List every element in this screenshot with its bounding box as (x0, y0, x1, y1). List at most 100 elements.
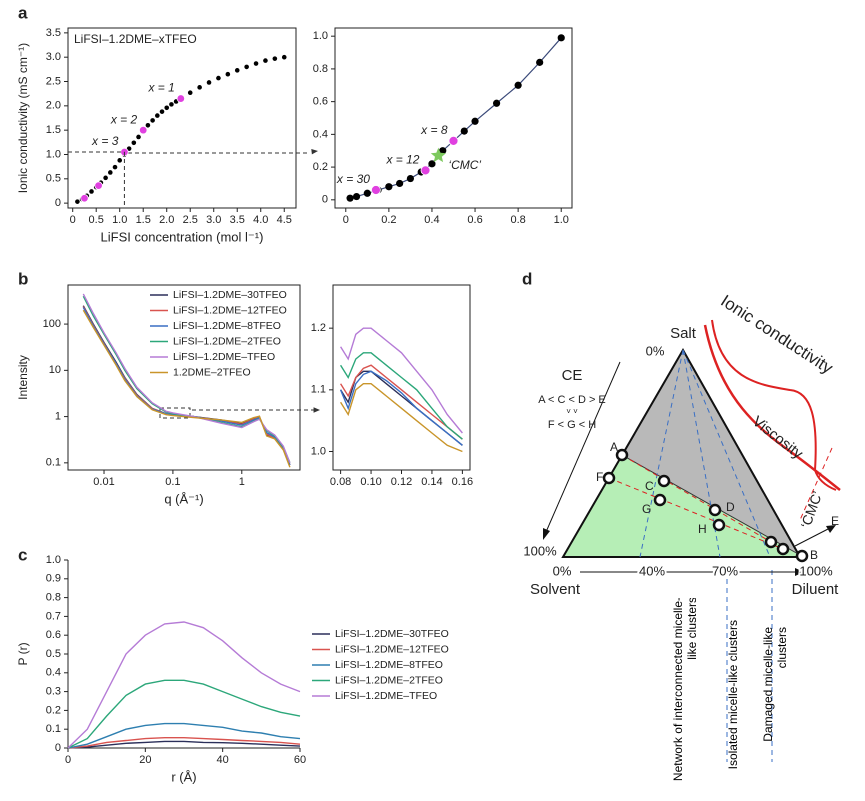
point (234, 68, 240, 73)
frame (67, 27, 297, 209)
y-tick-label: 1.5 (46, 124, 61, 136)
x-tick-label: 0.6 (467, 214, 482, 226)
line (67, 679, 301, 749)
x-tick-label: 0.12 (391, 476, 412, 488)
point-label: C (645, 479, 654, 493)
diluent-label: Diluent (792, 581, 840, 598)
x-tick-label: 0.2 (381, 214, 396, 226)
y-tick-label: 3.0 (46, 51, 61, 63)
region-label: Isolated micelle-like clusters (726, 620, 740, 770)
legend-label: 1.2DME–2TFEO (173, 366, 251, 378)
arrow (794, 527, 831, 547)
point (139, 125, 148, 135)
y-tick-label: 0.1 (46, 723, 61, 735)
solvent-label: Solvent (530, 581, 581, 598)
y-tick-label: 2.0 (46, 100, 61, 112)
legend-label: LiFSI–1.2DME–12TFEO (173, 304, 287, 316)
point (80, 194, 89, 203)
x-tick-label: 0.5 (89, 214, 104, 226)
x-tick-label: 0.08 (330, 476, 351, 488)
viscosity-curve (703, 324, 841, 491)
y-tick-label: 0 (55, 742, 61, 754)
point (197, 85, 202, 90)
x-tick-label: 1.5 (136, 214, 151, 226)
legend-label: LiFSI–1.2DME–2TFEO (173, 335, 281, 347)
cmc-label: ‘CMC’ (797, 489, 825, 530)
x-tick-label: 1 (239, 476, 245, 488)
ce-marks: ˅ ˅ (566, 407, 578, 416)
arrowhead (311, 149, 318, 155)
point (145, 122, 151, 128)
y-tick-label: 1.0 (313, 30, 328, 42)
line (67, 737, 301, 749)
point (536, 58, 544, 66)
y-tick-label: 0.5 (46, 648, 61, 660)
y-tick-label: 0.5 (46, 173, 61, 185)
point-label: x = 30 (336, 172, 370, 186)
x-tick-label: 0.01 (93, 476, 114, 488)
y-axis-label: P (r) (16, 642, 30, 665)
chart: 0 0.5 1.0 1.5 2.0 2.5 3.0 3.5 4.0 4.5 0 0.5 1.0 1.5 2.… (16, 27, 297, 244)
point (471, 117, 479, 125)
point (108, 170, 113, 175)
point (136, 134, 141, 140)
y-tick-label: 1.2 (311, 322, 326, 334)
y-tick-label: 0 (322, 194, 328, 206)
point (346, 194, 354, 202)
point (126, 146, 132, 151)
y-tick-label: 1.1 (311, 384, 326, 396)
legend-label: LiFSI–1.2DME–2TFEO (335, 674, 443, 686)
point (272, 56, 278, 61)
arrow (545, 361, 621, 533)
point-label: x = 12 (385, 153, 419, 167)
y-tick-label: 2.5 (46, 75, 61, 87)
point (159, 109, 165, 114)
point (164, 105, 170, 111)
point (406, 174, 415, 183)
point (514, 81, 522, 89)
point (75, 199, 80, 204)
x-tick-label: 3.5 (230, 214, 245, 226)
x-tick-label: 2.0 (159, 214, 174, 226)
axis-label: 40% (639, 563, 665, 578)
x-tick-label: 4.5 (277, 214, 292, 226)
axis-label: 100% (799, 563, 833, 578)
point (352, 192, 361, 201)
panel-label: c (18, 545, 27, 564)
axis-label: 70% (712, 563, 738, 578)
point-label: x = 8 (420, 123, 448, 137)
point (244, 64, 249, 70)
point-label: A (610, 440, 618, 454)
salt-label: Salt (670, 325, 697, 342)
point (253, 61, 259, 66)
arrowhead (313, 407, 320, 413)
x-tick-label: 0.14 (421, 476, 442, 488)
y-tick-label: 1.0 (46, 148, 61, 160)
point (396, 179, 404, 188)
line (67, 722, 301, 749)
axis-label: 0% (553, 563, 572, 578)
legend-label: LiFSI–1.2DME–12TFEO (335, 643, 449, 655)
legend-label: LiFSI–1.2DME–30TFEO (335, 628, 449, 640)
x-tick-label: 0.10 (360, 476, 381, 488)
legend-label: LiFSI–1.2DME–TFEO (173, 351, 275, 363)
x-tick-label: 0 (70, 214, 76, 226)
legend-label: LiFSI–1.2DME–8TFEO (173, 320, 281, 332)
x-axis-label: LiFSI concentration (mol l⁻¹) (101, 229, 264, 244)
frame (334, 27, 573, 209)
points (602, 448, 809, 563)
point (103, 175, 108, 181)
panel-label: a (18, 3, 28, 22)
y-tick-label: 0.7 (46, 610, 61, 622)
point (385, 183, 393, 191)
x-tick-label: 1.0 (112, 214, 127, 226)
point (155, 113, 160, 118)
curve-label: Ionic conductivity (717, 291, 836, 378)
point (363, 189, 371, 197)
diluted-region (563, 455, 800, 557)
y-tick-label: 0.8 (46, 592, 61, 604)
point (169, 102, 174, 107)
point (557, 34, 565, 42)
point (112, 164, 118, 170)
y-tick-label: 0.1 (46, 457, 61, 469)
